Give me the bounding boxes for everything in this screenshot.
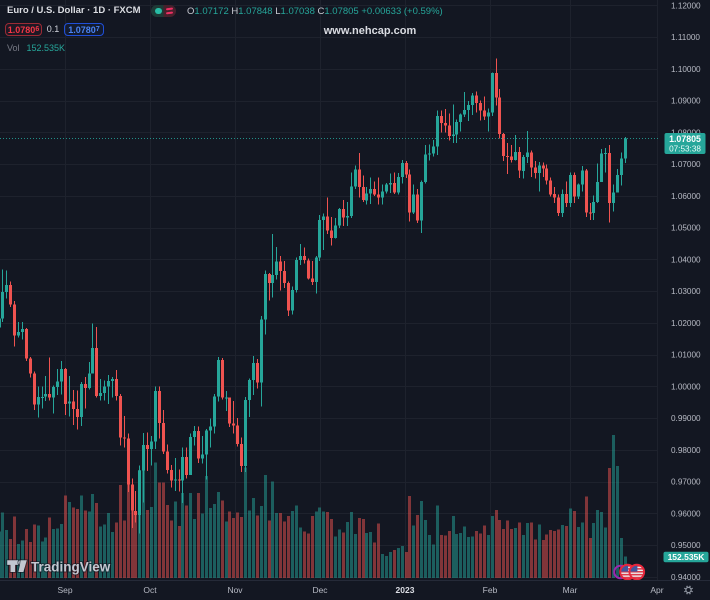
svg-text:1.04000: 1.04000 — [671, 255, 701, 264]
svg-text:Oct: Oct — [143, 585, 157, 595]
svg-text:1.06000: 1.06000 — [671, 192, 701, 201]
svg-text:1.07000: 1.07000 — [671, 160, 701, 169]
svg-text:0.98000: 0.98000 — [671, 446, 701, 455]
svg-text:0.95000: 0.95000 — [671, 541, 701, 550]
svg-text:1.02000: 1.02000 — [671, 319, 701, 328]
svg-text:1.08000: 1.08000 — [671, 128, 701, 137]
svg-text:Nov: Nov — [227, 585, 243, 595]
svg-text:1.03000: 1.03000 — [671, 287, 701, 296]
svg-text:1.07805: 1.07805 — [669, 134, 701, 144]
svg-text:152.535K: 152.535K — [668, 552, 706, 562]
svg-text:Sep: Sep — [57, 585, 72, 595]
svg-text:0.97000: 0.97000 — [671, 478, 701, 487]
svg-text:1.09000: 1.09000 — [671, 97, 701, 106]
svg-text:0.96000: 0.96000 — [671, 509, 701, 518]
svg-text:1.11000: 1.11000 — [671, 33, 700, 42]
svg-text:0.99000: 0.99000 — [671, 414, 701, 423]
svg-text:Mar: Mar — [563, 585, 578, 595]
svg-text:1.00000: 1.00000 — [671, 382, 701, 391]
svg-text:0.94000: 0.94000 — [671, 573, 701, 582]
svg-text:Feb: Feb — [483, 585, 498, 595]
svg-text:1.05000: 1.05000 — [671, 224, 701, 233]
svg-text:1.12000: 1.12000 — [671, 1, 701, 10]
svg-text:07:53:38: 07:53:38 — [669, 145, 701, 154]
svg-text:Apr: Apr — [650, 585, 663, 595]
svg-text:Dec: Dec — [312, 585, 328, 595]
svg-text:2023: 2023 — [396, 585, 415, 595]
svg-text:1.10000: 1.10000 — [671, 65, 701, 74]
svg-text:TradingView: TradingView — [31, 559, 111, 574]
svg-text:1.01000: 1.01000 — [671, 351, 701, 360]
